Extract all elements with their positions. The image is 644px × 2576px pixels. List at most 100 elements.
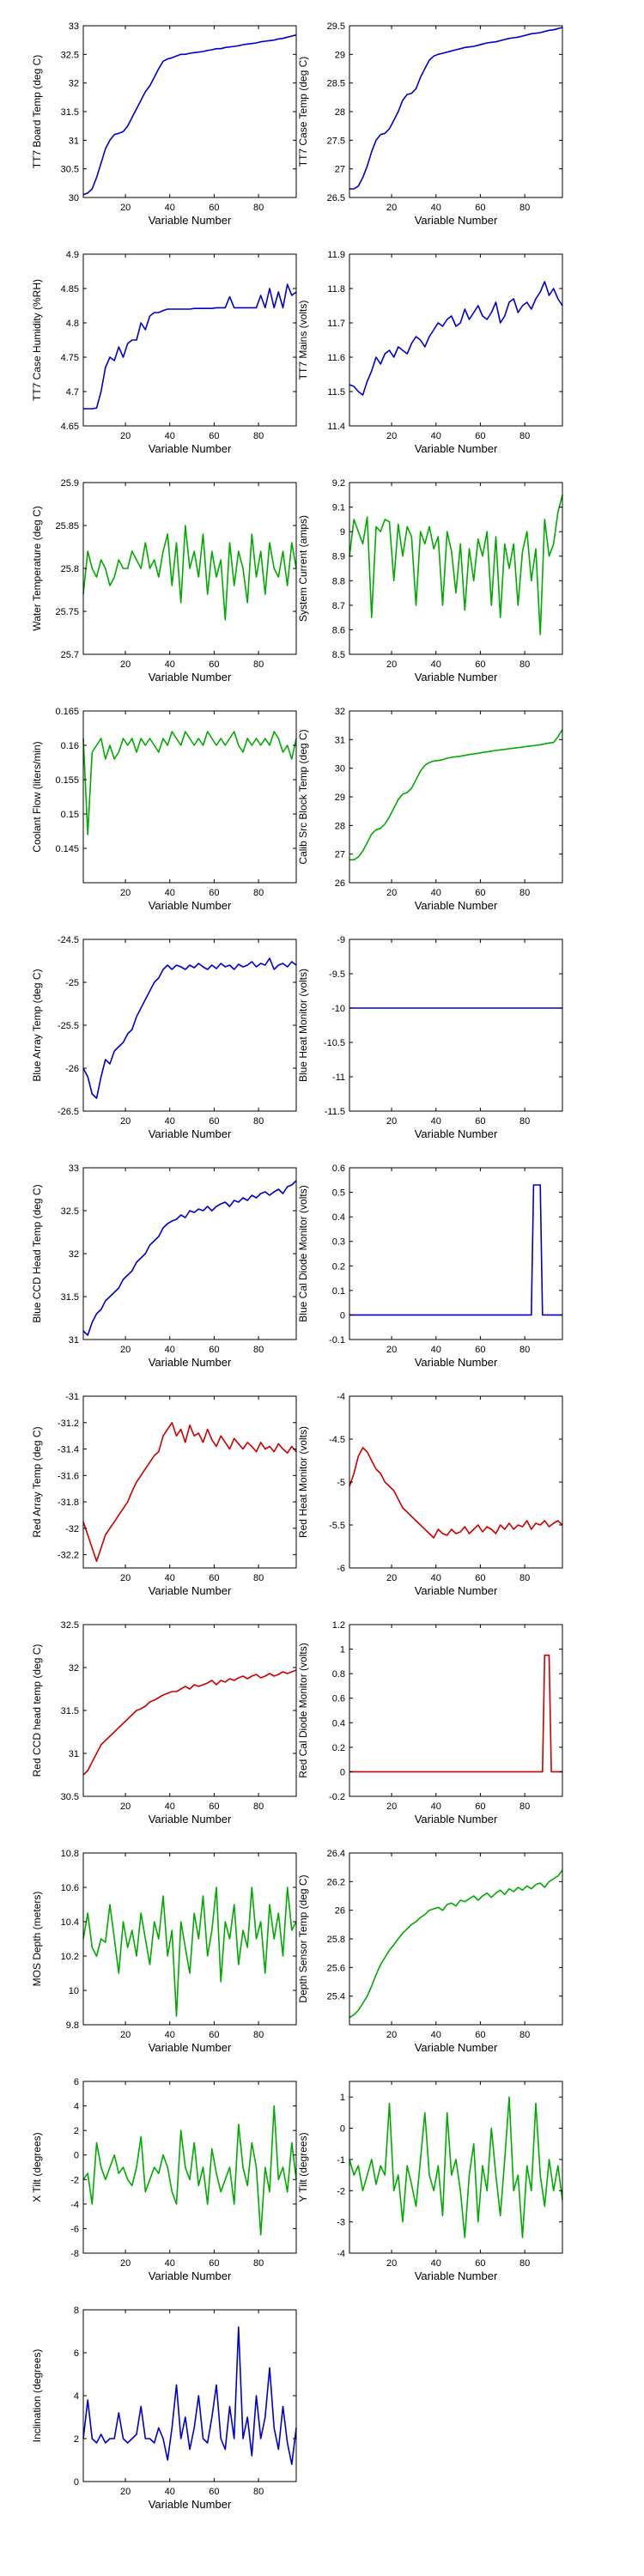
- y-tick-label: 25.9: [61, 478, 79, 489]
- y-tick-label: -8: [70, 2249, 79, 2259]
- y-tick-label: 0.2: [332, 1743, 345, 1753]
- x-tick-label: 60: [209, 2030, 219, 2040]
- y-tick-label: 32: [69, 1663, 79, 1674]
- plot-frame: [82, 1852, 297, 2026]
- y-tick-label: -24.5: [58, 935, 79, 945]
- x-tick-label: 20: [386, 888, 397, 898]
- y-tick-label: 9.8: [66, 2020, 79, 2031]
- plot-frame: [349, 710, 563, 884]
- y-tick-label: 0: [74, 2151, 79, 2161]
- x-tick-label: 60: [209, 431, 219, 441]
- y-tick-label: -31.6: [58, 1471, 79, 1481]
- x-axis-label: Variable Number: [415, 1584, 498, 1597]
- x-tick-label: 60: [475, 1345, 485, 1355]
- x-axis-label: Variable Number: [149, 1356, 232, 1369]
- x-tick-label: 20: [386, 1801, 397, 1812]
- y-tick-label: 0.2: [332, 1261, 345, 1272]
- series-line: [349, 27, 563, 190]
- y-tick-label: 31: [335, 735, 345, 745]
- y-tick-label: 11.4: [327, 422, 345, 432]
- subplot: 20 40 60 80 11.4 11.5 11.6 11.7 11.8 11.9 Variable…: [297, 250, 563, 455]
- x-tick-label: 20: [120, 1345, 131, 1355]
- y-tick-label: 25.4: [327, 1992, 345, 2002]
- y-tick-label: -9: [337, 935, 345, 945]
- y-tick-label: 0.165: [55, 707, 79, 717]
- y-tick-label: 31: [69, 136, 79, 146]
- x-tick-label: 40: [165, 2258, 175, 2269]
- subplot: 20 40 60 80 4.65 4.7 4.75 4.8 4.85 4.9 Variable Nu…: [31, 250, 297, 455]
- y-tick-label: 9.2: [332, 478, 345, 489]
- y-tick-label: 11.9: [327, 250, 345, 260]
- x-tick-label: 80: [519, 1801, 530, 1812]
- x-tick-label: 60: [475, 431, 485, 441]
- y-tick-label: 25.8: [327, 1935, 345, 1945]
- y-tick-label: -6: [337, 1564, 345, 1574]
- y-axis-label: Red Cal Diode Monitor (volts): [297, 1643, 309, 1777]
- y-tick-label: 0: [340, 2124, 345, 2135]
- y-axis-label: Red CCD head temp (deg C): [31, 1644, 43, 1777]
- y-tick-label: 30: [335, 764, 345, 775]
- y-tick-label: 26: [335, 1906, 345, 1917]
- x-tick-label: 20: [120, 2258, 131, 2269]
- y-tick-label: -4.5: [329, 1435, 345, 1445]
- y-tick-label: 4.7: [66, 387, 79, 398]
- subplot: 20 40 60 80 31 31.5 32 32.5 33 Variable Number Blu…: [31, 1163, 297, 1369]
- x-tick-label: 80: [253, 2258, 264, 2269]
- y-tick-label: 29: [335, 793, 345, 803]
- y-tick-label: 29.5: [327, 21, 345, 32]
- y-tick-label: 10.4: [61, 1917, 79, 1928]
- y-tick-label: 0.16: [61, 741, 79, 751]
- y-axis-label: Blue CCD Head Temp (deg C): [31, 1184, 43, 1322]
- x-tick-label: 40: [165, 203, 175, 213]
- series-line: [83, 283, 297, 410]
- y-tick-label: -2: [337, 2186, 345, 2196]
- subplot: 20 40 60 80 -4 -3 -2 -1 0 1 Variable Number Y Tilt …: [297, 2081, 563, 2282]
- y-tick-label: -25: [65, 978, 79, 988]
- series-line: [82, 731, 297, 835]
- y-tick-label: 26: [335, 878, 345, 889]
- y-tick-label: -1: [337, 2155, 345, 2166]
- y-tick-label: 32.5: [61, 1206, 79, 1217]
- y-axis-label: System Current (amps): [297, 515, 309, 622]
- x-axis-label: Variable Number: [415, 1127, 498, 1140]
- y-tick-label: -25.5: [58, 1021, 79, 1031]
- series-line: [82, 2326, 297, 2465]
- x-tick-label: 60: [475, 2258, 485, 2269]
- plot-frame: [349, 1624, 563, 1797]
- y-axis-label: X Tilt (degrees): [31, 2132, 43, 2202]
- subplot: 20 40 60 80 30 30.5 31 31.5 32 32.5 33 Variable Num…: [31, 21, 297, 227]
- y-tick-label: 9.1: [332, 503, 345, 513]
- y-tick-label: 28: [335, 107, 345, 118]
- plot-frame: [349, 939, 563, 1112]
- plot-frame: [349, 253, 563, 427]
- y-tick-label: -31.4: [58, 1445, 79, 1455]
- y-tick-label: 8.8: [332, 576, 345, 586]
- y-tick-label: 31.5: [61, 107, 79, 118]
- y-tick-label: 0.4: [332, 1718, 345, 1728]
- y-tick-label: 2: [74, 2126, 79, 2136]
- x-tick-label: 80: [519, 1345, 530, 1355]
- x-tick-label: 80: [253, 2030, 264, 2040]
- plot-frame: [349, 1167, 563, 1340]
- x-tick-label: 80: [519, 431, 530, 441]
- plot-frame: [349, 2081, 563, 2254]
- x-tick-label: 40: [165, 1573, 175, 1583]
- y-tick-label: 27.5: [327, 136, 345, 146]
- x-tick-label: 20: [120, 203, 131, 213]
- y-tick-label: -32: [65, 1524, 79, 1534]
- x-axis-label: Variable Number: [149, 214, 232, 227]
- plot-frame: [82, 25, 297, 198]
- series-line: [82, 1422, 297, 1563]
- x-tick-label: 60: [475, 1573, 485, 1583]
- x-tick-label: 40: [165, 1116, 175, 1127]
- x-tick-label: 60: [475, 203, 485, 213]
- y-axis-label: TT7 Case Temp (deg C): [297, 57, 309, 167]
- y-tick-label: 10: [69, 1986, 79, 1996]
- y-tick-label: 0.15: [61, 810, 79, 820]
- x-tick-label: 20: [386, 203, 397, 213]
- x-tick-label: 40: [431, 1116, 441, 1127]
- y-tick-label: -4: [70, 2200, 79, 2210]
- x-tick-label: 60: [209, 1345, 219, 1355]
- x-tick-label: 80: [519, 888, 530, 898]
